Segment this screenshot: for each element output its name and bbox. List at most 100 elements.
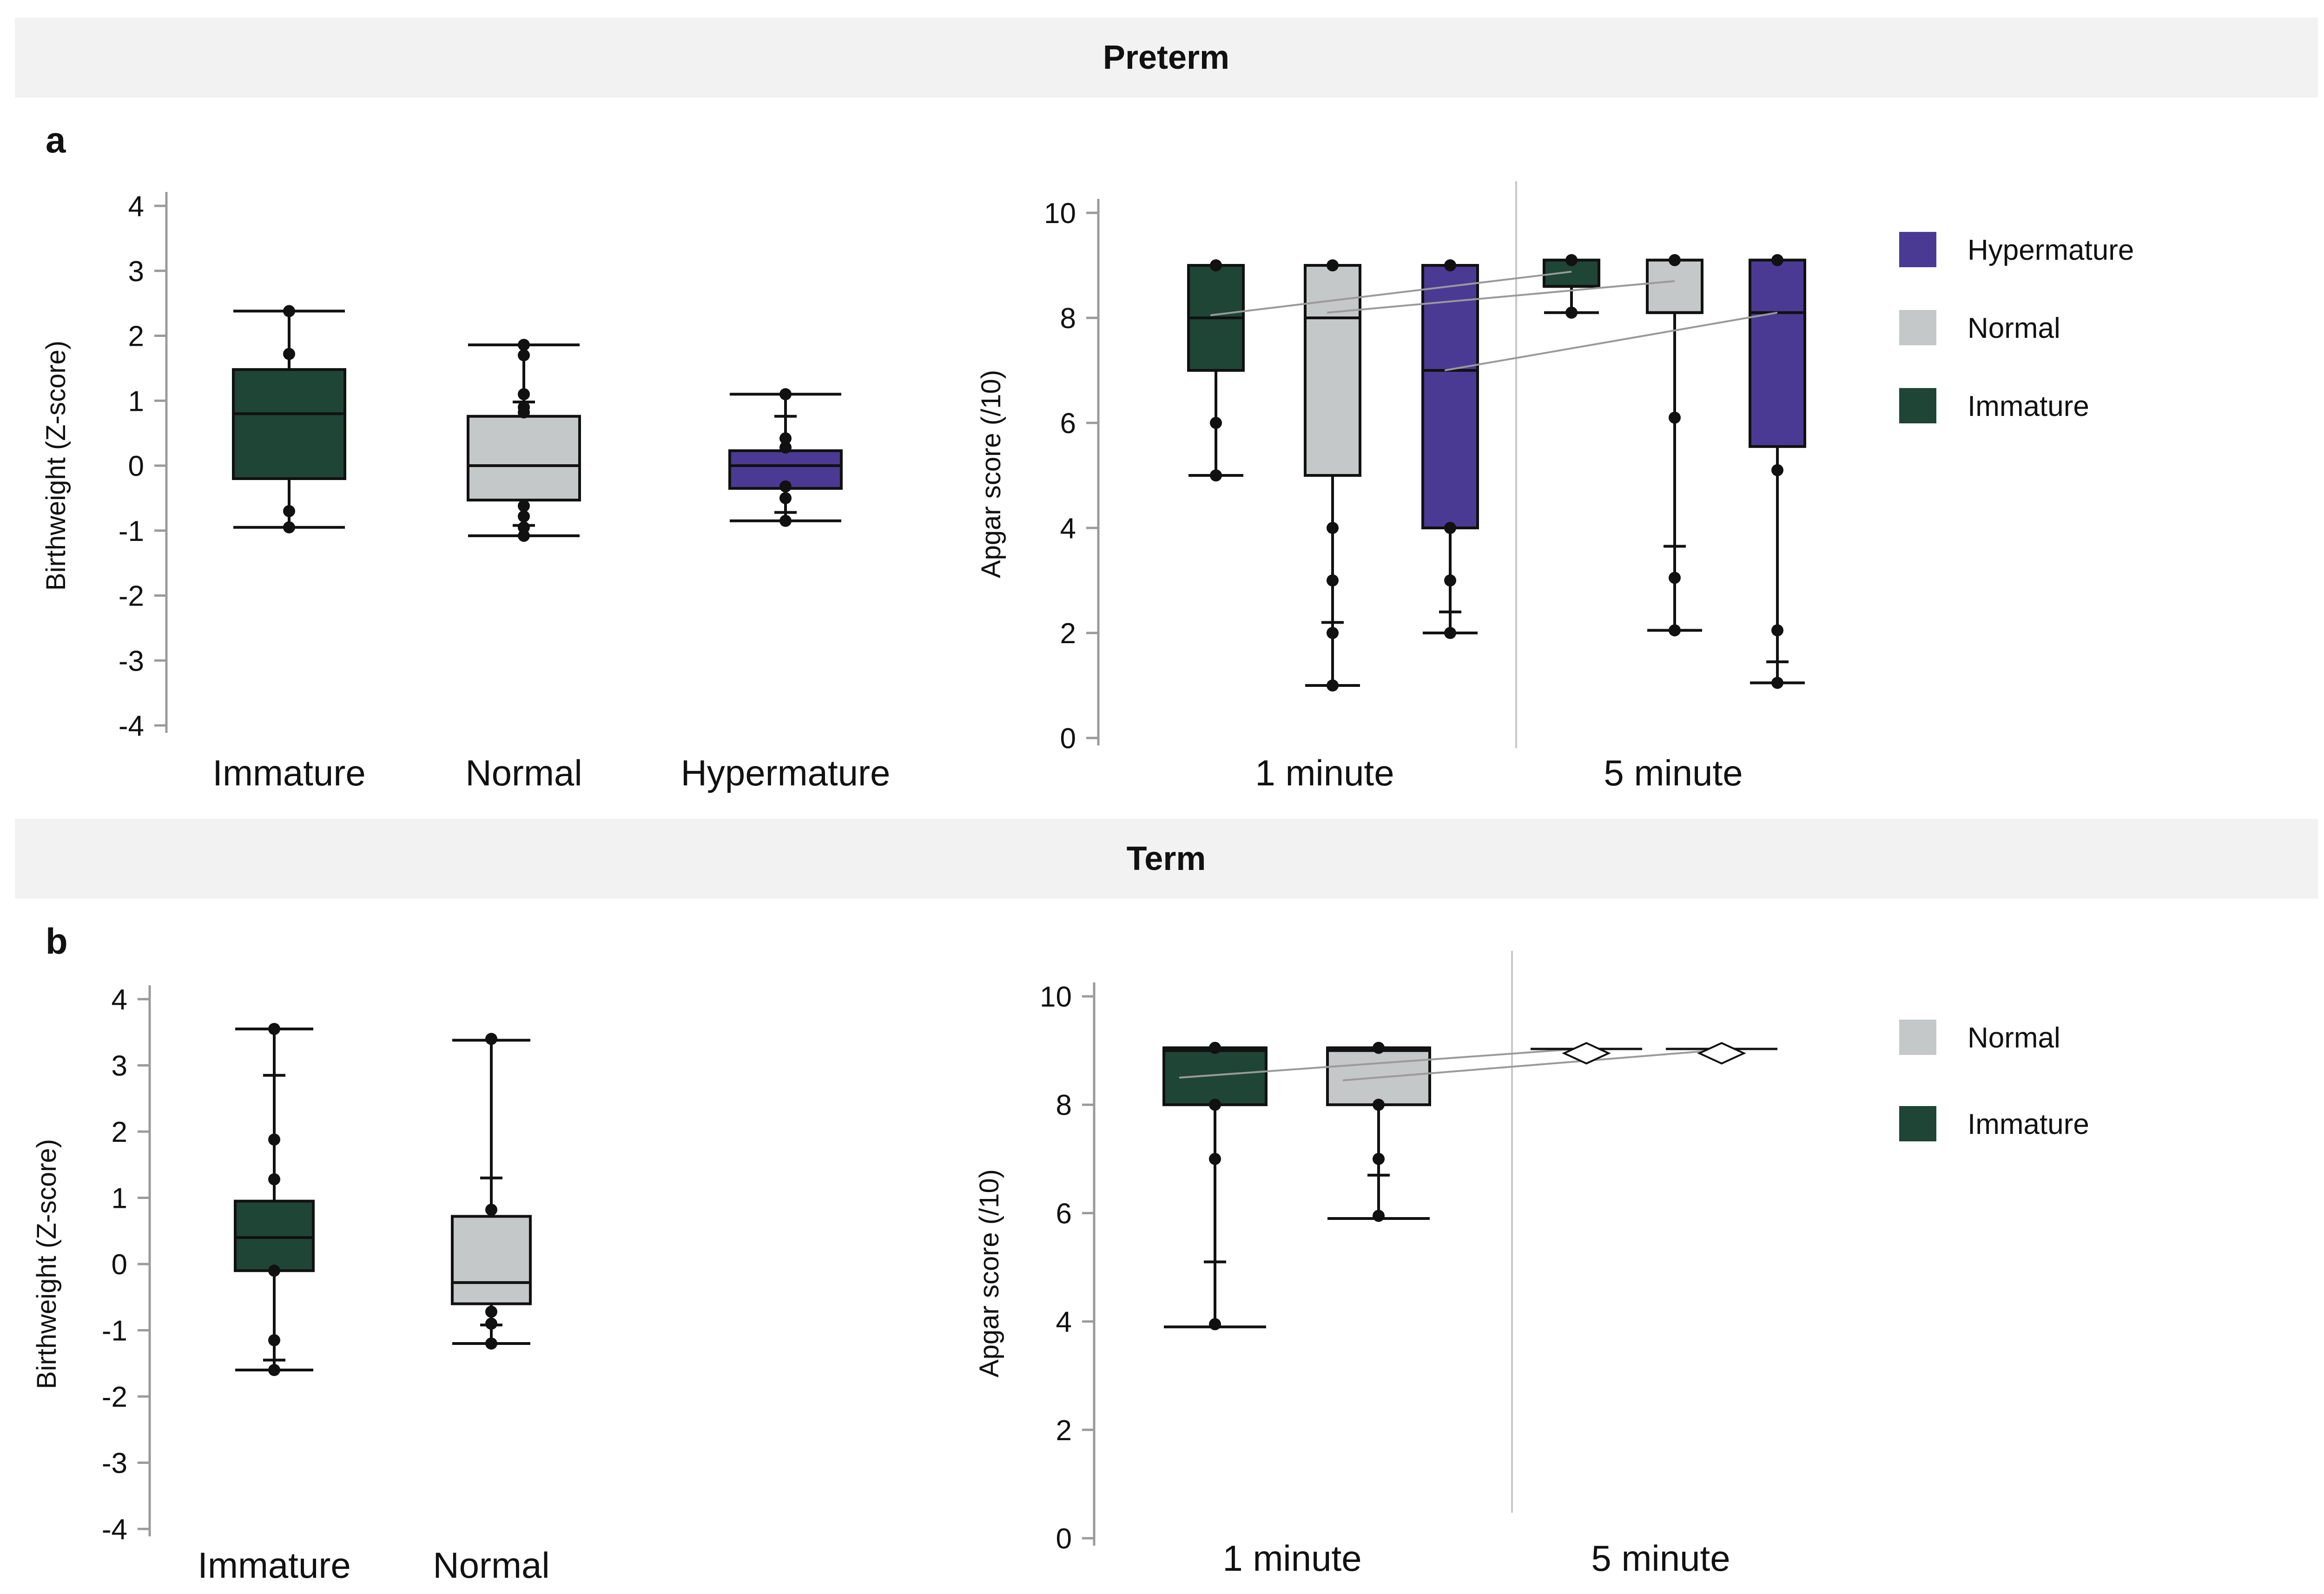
term-birthweight-category-label: Normal — [433, 1545, 549, 1586]
preterm-apgar-5-minute-normal-box — [1646, 258, 1703, 314]
term-header-label: Term — [1127, 840, 1206, 877]
legend-term-normal-swatch — [1899, 1020, 1936, 1055]
preterm-apgar-normal-mean-line — [1327, 280, 1675, 314]
legend-term-normal-label: Normal — [1967, 1022, 2060, 1054]
term-apgar-chart: 0 2 4 6 8 10 Apgar score (/10) 1 minute 5 minute — [974, 951, 1777, 1579]
term-apgar-1-minute-immature-box — [1162, 1046, 1268, 1107]
preterm-apgar-5-minute-hypermature-data-point — [1771, 677, 1783, 689]
preterm-birthweight-y-axis-label: Birthweight (Z-score) — [41, 341, 71, 591]
panel-letter-b: b — [46, 921, 68, 962]
legend-preterm-hypermature-swatch — [1899, 232, 1936, 267]
preterm-birthweight-y-tick-label: 2 — [128, 321, 144, 353]
preterm-header-label: Preterm — [1103, 39, 1229, 76]
term-apgar-y-tick-label: 10 — [1040, 981, 1072, 1013]
preterm-apgar-hypermature-mean-line — [1444, 311, 1778, 371]
legend-preterm-immature-swatch — [1899, 388, 1936, 423]
preterm-birthweight--hypermature-data-point — [779, 432, 792, 445]
preterm-apgar-1-minute-immature-data-point — [1210, 259, 1222, 271]
preterm-apgar-1-minute-hypermature-data-point — [1444, 574, 1456, 586]
preterm-apgar-5-minute-normal-data-point — [1669, 624, 1681, 637]
term-apgar-y-tick-label: 0 — [1056, 1523, 1072, 1555]
term-apgar-1-minute-normal-data-point — [1373, 1210, 1385, 1222]
term-birthweight-y-tick-label: 3 — [112, 1050, 127, 1082]
term-birthweight-y-tick-label: 4 — [112, 984, 127, 1016]
term-birthweight-y-tick-label: -3 — [102, 1448, 127, 1480]
term-birthweight--immature-data-point — [268, 1265, 280, 1277]
preterm-birthweight--hypermature-data-point — [779, 514, 792, 527]
term-birthweight--immature-data-point — [268, 1364, 280, 1376]
preterm-birthweight--normal-box — [467, 415, 581, 502]
preterm-header-bar — [15, 18, 2318, 98]
term-birthweight-y-tick-label: 0 — [112, 1249, 127, 1281]
preterm-apgar-1-minute-hypermature-box — [1421, 264, 1479, 529]
term-birthweight--immature-data-point — [268, 1173, 280, 1186]
preterm-apgar-5-minute-hypermature-data-point — [1771, 464, 1783, 476]
term-birthweight-y-axis-label: Birthweight (Z-score) — [32, 1139, 62, 1389]
term-apgar-normal-mean-line — [1342, 1049, 1713, 1081]
legend-preterm-immature-label: Immature — [1967, 390, 2089, 422]
preterm-birthweight-y-tick-label: -2 — [119, 580, 144, 613]
preterm-apgar-5-minute-normal-data-point — [1669, 572, 1681, 584]
term-apgar-1-minute-immature-data-point — [1209, 1099, 1221, 1111]
preterm-apgar-5-minute-hypermature-box — [1749, 258, 1806, 448]
preterm-birthweight--normal-data-point — [518, 500, 530, 512]
preterm-apgar-5-minute-normal-data-point — [1669, 411, 1681, 424]
term-apgar-1-minute-immature-data-point — [1209, 1153, 1221, 1165]
term-birthweight--immature-data-point — [268, 1023, 280, 1035]
legend-preterm-normal-label: Normal — [1967, 312, 2060, 344]
term-birthweight--normal-data-point — [485, 1204, 497, 1216]
term-birthweight--immature-data-point — [268, 1334, 280, 1346]
preterm-birthweight-y-tick-label: 3 — [128, 256, 144, 288]
preterm-birthweight--normal-data-point — [518, 510, 530, 523]
preterm-birthweight-y-tick-label: -1 — [119, 515, 144, 547]
term-birthweight-category-label: Immature — [198, 1545, 350, 1586]
preterm-birthweight--normal-data-point — [518, 521, 530, 534]
preterm-apgar-y-tick-label: 6 — [1060, 408, 1076, 440]
preterm-birthweight--normal-data-point — [518, 349, 530, 362]
term-apgar-group-label: 1 minute — [1222, 1538, 1361, 1579]
preterm-apgar-group-label: 5 minute — [1604, 752, 1743, 793]
preterm-birthweight--immature-box — [232, 368, 346, 480]
term-birthweight-chart: -4 -3 -2 -1 0 1 2 3 4 Birthweight (Z-score) Immatu… — [32, 984, 550, 1586]
term-birthweight-y-tick-label: 1 — [112, 1183, 127, 1215]
term-birthweight--normal-data-point — [485, 1305, 497, 1318]
preterm-birthweight--immature-data-point — [283, 505, 295, 517]
preterm-apgar-y-tick-label: 0 — [1060, 723, 1076, 755]
term-birthweight-y-tick-label: -4 — [102, 1514, 127, 1546]
term-apgar-1-minute-immature-data-point — [1209, 1318, 1221, 1331]
term-apgar-y-tick-label: 2 — [1056, 1415, 1072, 1447]
preterm-apgar-y-tick-label: 10 — [1044, 198, 1076, 230]
term-birthweight--normal-data-point — [485, 1337, 497, 1350]
preterm-birthweight--immature-data-point — [283, 521, 295, 534]
term-birthweight--immature-data-point — [268, 1133, 280, 1146]
legend-term-immature-label: Immature — [1967, 1108, 2089, 1140]
preterm-apgar-immature-mean-line — [1210, 270, 1572, 316]
preterm-birthweight--hypermature-data-point — [779, 441, 792, 454]
preterm-apgar-5-minute-hypermature-data-point — [1771, 254, 1783, 266]
preterm-apgar-5-minute-hypermature-data-point — [1771, 624, 1783, 637]
term-apgar-group-label: 5 minute — [1591, 1538, 1730, 1579]
legend-preterm-hypermature-label: Hypermature — [1967, 234, 2134, 266]
preterm-apgar-1-minute-immature-data-point — [1210, 417, 1222, 429]
term-apgar-immature-5min-marker — [1562, 1042, 1611, 1065]
preterm-apgar-1-minute-normal-data-point — [1327, 627, 1339, 639]
preterm-apgar-1-minute-normal-data-point — [1327, 574, 1339, 586]
preterm-birthweight-category-label: Immature — [212, 752, 365, 793]
term-apgar-1-minute-immature-data-point — [1209, 1041, 1221, 1054]
term-apgar-1-minute-normal-data-point — [1373, 1041, 1385, 1054]
preterm-apgar-y-tick-label: 2 — [1060, 618, 1076, 650]
preterm-apgar-1-minute-hypermature-data-point — [1444, 259, 1456, 271]
preterm-apgar-group-label: 1 minute — [1255, 752, 1394, 793]
preterm-birthweight--normal-data-point — [518, 388, 530, 401]
preterm-legend: Hypermature Normal Immature — [1899, 232, 2134, 423]
term-apgar-y-tick-label: 6 — [1056, 1198, 1072, 1230]
term-apgar-1-minute-normal-data-point — [1373, 1099, 1385, 1111]
preterm-birthweight--immature-data-point — [283, 348, 295, 360]
preterm-apgar-1-minute-normal-data-point — [1327, 679, 1339, 692]
term-birthweight--normal-data-point — [485, 1317, 497, 1330]
term-birthweight-y-tick-label: 2 — [112, 1116, 127, 1148]
preterm-birthweight-category-label: Hypermature — [681, 752, 891, 793]
preterm-apgar-5-minute-immature-data-point — [1565, 306, 1578, 319]
preterm-birthweight-y-tick-label: -3 — [119, 645, 144, 677]
